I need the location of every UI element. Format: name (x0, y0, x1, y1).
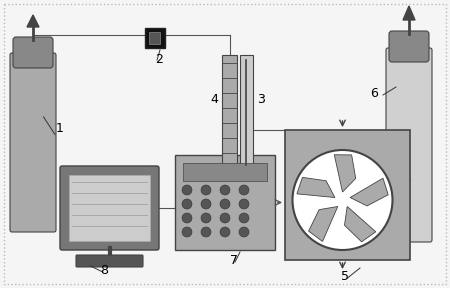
Circle shape (220, 185, 230, 195)
Circle shape (220, 227, 230, 237)
Text: 5: 5 (341, 270, 349, 283)
Circle shape (201, 213, 211, 223)
Polygon shape (334, 155, 356, 192)
Circle shape (239, 213, 249, 223)
Text: 1: 1 (56, 122, 64, 135)
Bar (222, 55, 237, 170)
Circle shape (239, 185, 249, 195)
Bar (183, 163, 267, 181)
FancyBboxPatch shape (10, 53, 56, 232)
Polygon shape (403, 6, 415, 20)
FancyBboxPatch shape (386, 48, 432, 242)
Polygon shape (309, 206, 338, 241)
Bar (240, 55, 253, 170)
Text: 2: 2 (155, 53, 163, 66)
Polygon shape (350, 178, 388, 206)
Circle shape (239, 227, 249, 237)
FancyBboxPatch shape (13, 37, 53, 68)
Circle shape (201, 227, 211, 237)
Circle shape (182, 185, 192, 195)
Text: 8: 8 (100, 264, 108, 277)
Text: 6: 6 (370, 87, 378, 100)
FancyBboxPatch shape (76, 255, 143, 267)
Circle shape (292, 150, 392, 250)
Bar (145, 28, 165, 48)
Circle shape (182, 213, 192, 223)
FancyBboxPatch shape (175, 155, 275, 250)
FancyBboxPatch shape (389, 31, 429, 62)
Polygon shape (345, 206, 376, 242)
Text: 3: 3 (257, 93, 265, 106)
Bar (69, 175, 150, 241)
Text: 4: 4 (210, 93, 218, 106)
Polygon shape (297, 177, 335, 198)
Polygon shape (27, 15, 39, 27)
Circle shape (220, 213, 230, 223)
Bar (149, 32, 160, 44)
Circle shape (239, 199, 249, 209)
FancyBboxPatch shape (60, 166, 159, 250)
Bar (285, 130, 410, 260)
Circle shape (182, 199, 192, 209)
Text: 7: 7 (230, 254, 238, 267)
Circle shape (182, 227, 192, 237)
Circle shape (201, 185, 211, 195)
Circle shape (201, 199, 211, 209)
Circle shape (220, 199, 230, 209)
